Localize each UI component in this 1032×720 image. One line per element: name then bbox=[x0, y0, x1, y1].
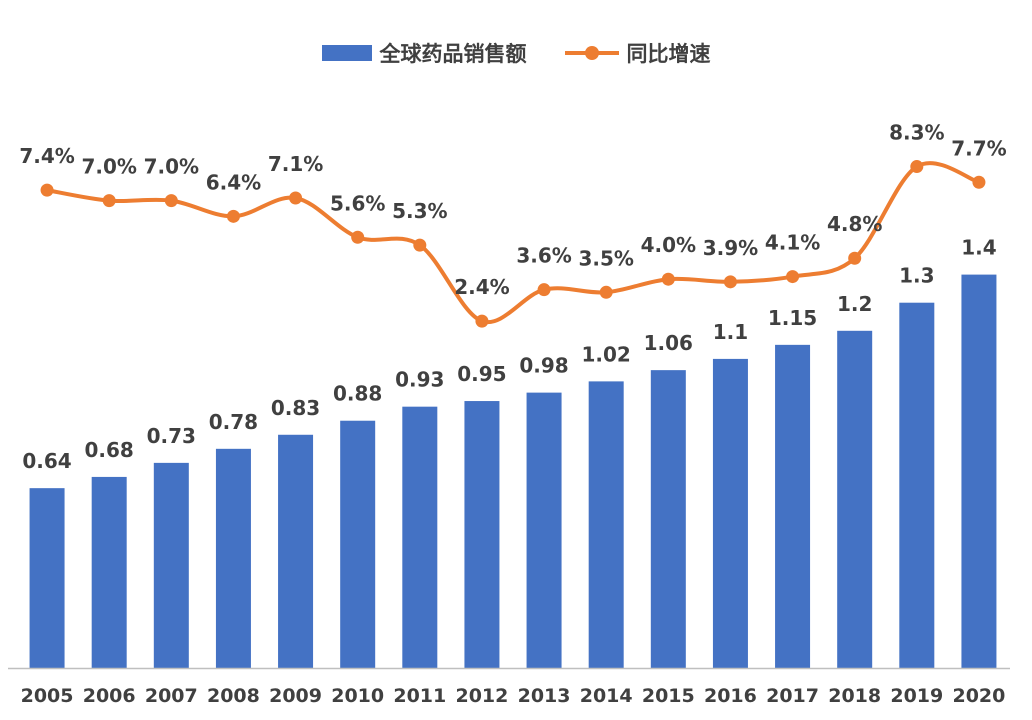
bar-label-2014: 1.02 bbox=[582, 342, 631, 366]
growth-label-2014: 3.5% bbox=[578, 246, 633, 270]
bar-label-2012: 0.95 bbox=[457, 362, 506, 386]
growth-point-2012 bbox=[475, 314, 489, 328]
bar-label-2008: 0.78 bbox=[209, 410, 258, 434]
growth-label-2017: 4.1% bbox=[765, 231, 820, 255]
growth-label-2005: 7.4% bbox=[19, 144, 74, 168]
bar-2007 bbox=[153, 462, 189, 668]
growth-point-2015 bbox=[661, 272, 675, 286]
growth-point-2013 bbox=[537, 283, 551, 297]
bar-2011 bbox=[402, 406, 438, 668]
legend-item-growth: 同比增速 bbox=[564, 38, 711, 68]
growth-point-2018 bbox=[848, 251, 862, 265]
legend-bar-swatch bbox=[321, 45, 372, 61]
bar-label-2010: 0.88 bbox=[333, 382, 382, 406]
growth-point-2007 bbox=[164, 194, 178, 208]
growth-point-2006 bbox=[102, 194, 116, 208]
growth-point-2014 bbox=[599, 285, 613, 299]
x-tick-label-2016: 2016 bbox=[704, 685, 757, 707]
growth-label-2015: 4.0% bbox=[641, 233, 696, 257]
x-tick-label-2011: 2011 bbox=[393, 685, 446, 707]
growth-point-2005 bbox=[40, 183, 54, 197]
growth-point-2010 bbox=[351, 230, 365, 244]
growth-label-2008: 6.4% bbox=[206, 170, 261, 194]
bar-2016 bbox=[712, 358, 748, 668]
growth-line bbox=[46, 161, 980, 325]
bar-2013 bbox=[526, 392, 562, 668]
bar-label-2007: 0.73 bbox=[147, 424, 196, 448]
bar-2019 bbox=[899, 302, 935, 668]
bar-2020 bbox=[961, 274, 997, 668]
growth-label-2007: 7.0% bbox=[144, 155, 199, 179]
bar-2005 bbox=[29, 488, 65, 668]
bar-label-2017: 1.15 bbox=[768, 306, 817, 330]
bar-2012 bbox=[464, 401, 500, 668]
bar-label-2011: 0.93 bbox=[395, 368, 444, 392]
bar-label-2005: 0.64 bbox=[22, 449, 71, 473]
x-tick-label-2019: 2019 bbox=[890, 685, 943, 707]
growth-label-2009: 7.1% bbox=[268, 152, 323, 176]
x-tick-label-2010: 2010 bbox=[331, 685, 384, 707]
legend-line-swatch bbox=[564, 43, 619, 63]
growth-label-2019: 8.3% bbox=[889, 121, 944, 145]
x-tick-label-2013: 2013 bbox=[518, 685, 571, 707]
bar-2015 bbox=[650, 370, 686, 668]
bar-label-2016: 1.1 bbox=[713, 320, 748, 344]
x-tick-label-2017: 2017 bbox=[766, 685, 819, 707]
bar-label-2009: 0.83 bbox=[271, 396, 320, 420]
growth-label-2016: 3.9% bbox=[703, 236, 758, 260]
x-tick-label-2018: 2018 bbox=[828, 685, 881, 707]
bar-2017 bbox=[775, 344, 811, 668]
growth-point-2017 bbox=[786, 270, 800, 284]
bar-label-2018: 1.2 bbox=[837, 292, 872, 316]
growth-label-2006: 7.0% bbox=[81, 155, 136, 179]
x-tick-label-2014: 2014 bbox=[580, 685, 633, 707]
legend-label-sales: 全球药品销售额 bbox=[379, 42, 527, 66]
x-tick-label-2015: 2015 bbox=[642, 685, 695, 707]
x-tick-label-2020: 2020 bbox=[952, 685, 1005, 707]
bar-2006 bbox=[91, 476, 127, 668]
x-tick-label-2005: 2005 bbox=[21, 685, 74, 707]
bar-2008 bbox=[215, 448, 251, 668]
x-tick-label-2007: 2007 bbox=[145, 685, 198, 707]
growth-label-2012: 2.4% bbox=[454, 275, 509, 299]
x-tick-label-2012: 2012 bbox=[455, 685, 508, 707]
growth-point-2019 bbox=[910, 160, 924, 174]
bar-label-2019: 1.3 bbox=[899, 264, 934, 288]
growth-point-2016 bbox=[723, 275, 737, 289]
growth-point-2009 bbox=[289, 191, 303, 205]
bar-2009 bbox=[278, 434, 314, 668]
x-tick-label-2008: 2008 bbox=[207, 685, 260, 707]
bar-2018 bbox=[837, 330, 873, 668]
growth-label-2010: 5.6% bbox=[330, 191, 385, 215]
growth-label-2011: 5.3% bbox=[392, 199, 447, 223]
growth-label-2020: 7.7% bbox=[951, 136, 1006, 160]
growth-label-2013: 3.6% bbox=[516, 244, 571, 268]
bar-label-2020: 1.4 bbox=[961, 236, 996, 260]
growth-point-2020 bbox=[972, 175, 986, 189]
growth-point-2008 bbox=[226, 209, 240, 223]
legend-label-growth: 同比增速 bbox=[626, 42, 711, 66]
legend-item-sales: 全球药品销售额 bbox=[321, 38, 527, 68]
bar-label-2015: 1.06 bbox=[644, 331, 693, 355]
bar-label-2006: 0.68 bbox=[85, 438, 134, 462]
bar-2010 bbox=[340, 420, 376, 668]
bar-2014 bbox=[588, 381, 624, 668]
growth-label-2018: 4.8% bbox=[827, 212, 882, 236]
growth-point-2011 bbox=[413, 238, 427, 252]
bar-label-2013: 0.98 bbox=[519, 354, 568, 378]
x-tick-label-2009: 2009 bbox=[269, 685, 322, 707]
x-tick-label-2006: 2006 bbox=[83, 685, 136, 707]
legend: 全球药品销售额 同比增速 bbox=[0, 38, 1032, 68]
